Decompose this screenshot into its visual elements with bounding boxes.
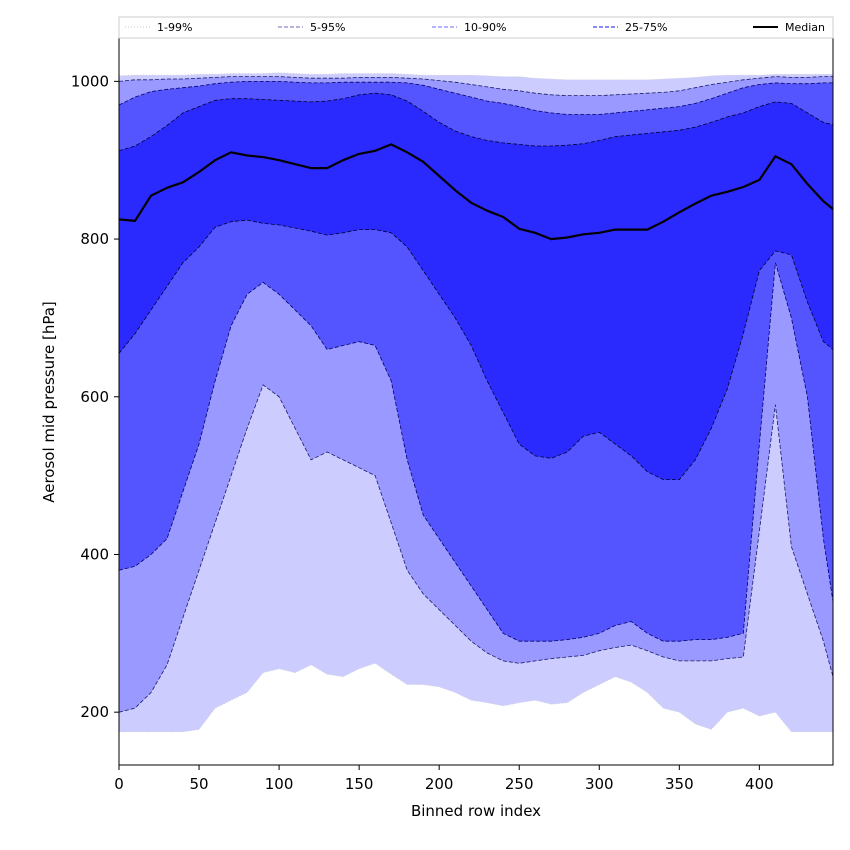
x-tick-label-200: 200 xyxy=(425,775,454,793)
y-tick-label-600: 600 xyxy=(80,388,109,406)
x-tick-label-0: 0 xyxy=(114,775,124,793)
legend-label-25-75%: 25-75% xyxy=(625,21,667,34)
y-tick-label-800: 800 xyxy=(80,230,109,248)
x-tick-label-350: 350 xyxy=(665,775,694,793)
x-axis-label: Binned row index xyxy=(411,802,541,820)
x-tick-label-300: 300 xyxy=(585,775,614,793)
legend: 1-99% 5-95% 10-90% 25-75% Median xyxy=(118,16,834,39)
legend-frame xyxy=(118,16,834,39)
median-line xyxy=(118,143,834,241)
band-25-75%-area xyxy=(119,93,833,480)
band-5-95%-upper-line xyxy=(118,76,833,96)
legend-label-5-95%: 5-95% xyxy=(310,21,345,34)
legend-label-10-90%: 10-90% xyxy=(464,21,506,34)
y-axis: 200 400 600 800 1000 xyxy=(71,72,119,721)
legend-label-1-99%: 1-99% xyxy=(157,21,192,34)
y-tick-label-1000: 1000 xyxy=(71,72,109,90)
y-axis-label: Aerosol mid pressure [hPa] xyxy=(40,301,58,503)
band-1-99%-upper-line xyxy=(118,72,833,81)
band-5-95%-lower-line xyxy=(118,384,834,713)
x-tick-label-400: 400 xyxy=(745,775,774,793)
band-25-75%-upper-line xyxy=(118,92,834,152)
y-tick-label-400: 400 xyxy=(80,545,109,563)
band-25-75%-lower-line xyxy=(118,219,834,481)
x-axis: 0 50 100 150 200 250 300 350 400 xyxy=(114,765,774,793)
y-tick-label-200: 200 xyxy=(80,703,109,721)
band-10-90%-upper-line xyxy=(118,81,833,115)
x-tick-label-250: 250 xyxy=(505,775,534,793)
x-tick-label-100: 100 xyxy=(265,775,294,793)
x-tick-label-50: 50 xyxy=(189,775,208,793)
legend-label-Median: Median xyxy=(785,21,825,34)
band-10-90%-lower-line xyxy=(118,262,834,642)
plot-area xyxy=(118,72,834,733)
x-tick-label-150: 150 xyxy=(345,775,374,793)
band-1-99%-lower-line xyxy=(119,662,833,733)
